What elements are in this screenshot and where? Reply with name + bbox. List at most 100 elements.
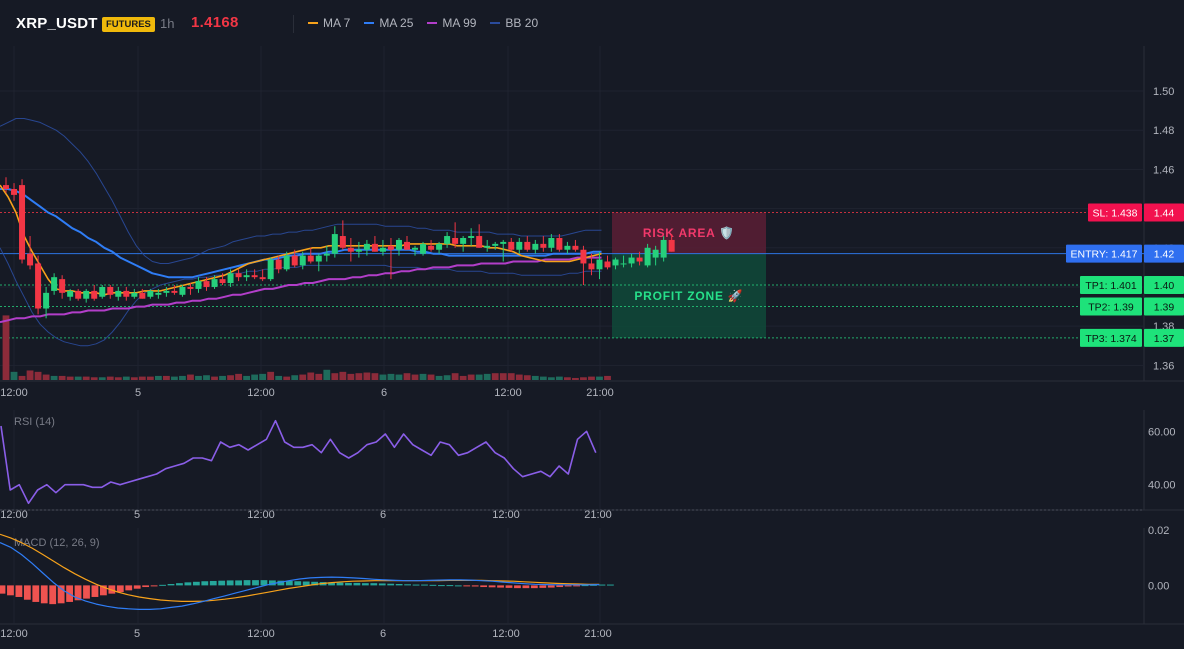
volume-bar (163, 375, 170, 380)
volume-bar (411, 374, 419, 380)
x-tick-label: 12:00 (492, 628, 520, 640)
volume-bar (483, 373, 491, 380)
macd-line (0, 542, 600, 611)
volume-bar (50, 375, 58, 380)
candle-body (404, 241, 410, 250)
volume-bar (291, 375, 299, 380)
volume-bar (580, 377, 587, 380)
volume-bar (138, 376, 146, 380)
macd-histogram-bar (564, 585, 572, 587)
candle-body (235, 273, 242, 278)
symbol-name[interactable]: XRP_USDT (16, 15, 98, 32)
candle-body (51, 277, 58, 291)
volume-bar (26, 370, 34, 380)
volume-bar (604, 375, 611, 380)
level-tag-label: TP1: 1.401 (1085, 280, 1137, 292)
macd-histogram-bar (429, 584, 437, 586)
legend-ma7-swatch (308, 22, 318, 24)
candle-body (203, 281, 210, 287)
x-tick-label: 12:00 (0, 628, 28, 640)
legend-bb20-swatch (490, 22, 501, 24)
macd-histogram-bar (235, 580, 242, 586)
legend-ma25-swatch (364, 22, 375, 24)
legend-ma25-label: MA 25 (379, 16, 414, 30)
chart-header: XRP_USDT FUTURES 1h 1.4168 MA 7 MA 25 MA… (0, 0, 1184, 46)
level-tag-bg (1088, 203, 1142, 222)
macd-histogram-bar (522, 585, 530, 589)
macd-histogram-bar (74, 585, 82, 601)
level-axis-bg (1144, 328, 1184, 347)
candle-body (11, 189, 18, 195)
macd-histogram-bar (269, 580, 276, 586)
candle-body (219, 279, 226, 284)
volume-bar (251, 374, 259, 380)
macd-histogram-bar (23, 585, 31, 600)
candle-body (444, 236, 451, 244)
level-axis-bg (1144, 297, 1184, 316)
candle-body (19, 185, 26, 260)
candle-body (668, 239, 675, 252)
level-tag-bg (1080, 328, 1142, 347)
volume-bar (564, 377, 571, 380)
x-tick-label: 6 (380, 628, 386, 640)
volume-bar (523, 375, 531, 380)
legend-ma99[interactable]: MA 99 (427, 16, 476, 30)
candle-body (347, 247, 354, 252)
macd-histogram-bar (302, 581, 310, 586)
macd-histogram-bar (446, 585, 454, 587)
macd-histogram-bar (514, 585, 521, 589)
macd-pane[interactable]: MACD (12, 26, 9) (0, 533, 614, 611)
macd-histogram-bar (184, 582, 192, 586)
interval-label[interactable]: 1h (160, 16, 175, 31)
candle-body (283, 255, 290, 270)
candle-body (339, 236, 346, 248)
volume-bar (371, 373, 379, 380)
volume-bar (219, 375, 226, 380)
macd-histogram-bar (581, 585, 589, 587)
candle-body (163, 290, 170, 293)
macd-histogram-bar (454, 585, 462, 587)
legend-bb20[interactable]: BB 20 (490, 16, 538, 30)
candle-body (556, 237, 563, 250)
x-tick-label: 12:00 (0, 387, 28, 399)
macd-tick-label: 0.02 (1148, 525, 1169, 537)
candle-body (171, 290, 178, 293)
candle-body (299, 255, 306, 266)
candle-body (315, 255, 322, 262)
candle-body (187, 286, 194, 289)
candle-body (516, 241, 523, 250)
legend-ma25[interactable]: MA 25 (364, 16, 413, 30)
macd-histogram-bar (345, 582, 352, 586)
x-tick-label: 12:00 (492, 509, 520, 521)
macd-histogram-bar (370, 583, 378, 586)
level-axis-label: 1.44 (1154, 208, 1175, 220)
candle-body (460, 237, 467, 244)
volume-bar (475, 374, 483, 380)
macd-histogram-bar (353, 582, 361, 586)
candle-body (412, 247, 419, 250)
volume-bar (114, 377, 122, 380)
volume-bar (58, 375, 66, 380)
price-tick-label: 1.48 (1153, 125, 1174, 137)
candle-body (379, 247, 386, 252)
candle-body (604, 261, 611, 268)
macd-histogram-bar (530, 585, 538, 589)
candle-body (83, 290, 90, 299)
rsi-pane[interactable]: RSI (14) (0, 416, 1144, 511)
risk-area-label: RISK AREA 🛡️ (643, 226, 735, 240)
volume-bar (34, 371, 42, 380)
volume-bar (283, 376, 291, 380)
level-tag-label: ENTRY: 1.417 (1071, 249, 1138, 261)
candle-body (35, 263, 42, 309)
candle-body (395, 239, 402, 250)
price-pane[interactable]: RISK AREA 🛡️ PROFIT ZONE 🚀 (0, 118, 1144, 381)
candle-body (147, 290, 154, 297)
macd-histogram-bar (463, 585, 471, 587)
volume-bar (42, 374, 50, 380)
volume-bar (106, 376, 114, 380)
volume-bar (499, 373, 507, 380)
volume-bar (235, 373, 242, 380)
legend-ma7[interactable]: MA 7 (308, 16, 350, 30)
candle-body (331, 234, 338, 254)
